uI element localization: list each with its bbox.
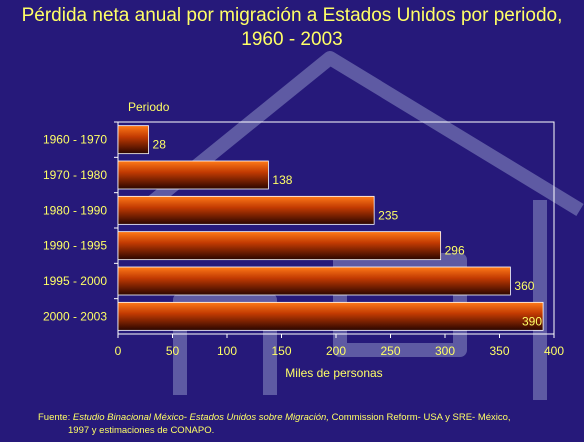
category-label: 1960 - 1970 xyxy=(43,133,107,147)
data-label: 28 xyxy=(153,138,167,152)
bar xyxy=(117,195,375,225)
chart-title-line2: 1960 - 2003 xyxy=(241,29,343,50)
source-rest: Commission Reform- USA y SRE- México, xyxy=(328,412,511,423)
x-tick-label: 100 xyxy=(217,344,237,358)
category-label: 1980 - 1990 xyxy=(43,203,107,217)
category-label: 2000 - 2003 xyxy=(43,309,107,323)
source-prefix: Fuente: xyxy=(38,412,73,423)
bar xyxy=(117,125,149,155)
chart-title: Pérdida neta anual por migración a Estad… xyxy=(0,4,584,52)
watermark-door xyxy=(173,293,277,395)
data-label: 360 xyxy=(514,279,534,293)
data-label: 390 xyxy=(522,314,542,328)
source-note: Fuente: Estudio Binacional México- Estad… xyxy=(38,411,578,437)
bar xyxy=(117,266,511,296)
bar xyxy=(117,301,544,331)
data-label: 296 xyxy=(445,244,465,258)
category-label: 1970 - 1980 xyxy=(43,168,107,182)
data-label: 138 xyxy=(272,173,292,187)
source-line2: 1997 y estimaciones de CONAPO. xyxy=(68,425,215,436)
x-tick-label: 200 xyxy=(326,344,346,358)
chart-title-line1: Pérdida neta anual por migración a Estad… xyxy=(21,5,563,26)
x-tick-label: 50 xyxy=(166,344,180,358)
x-tick-label: 0 xyxy=(115,344,122,358)
data-label: 235 xyxy=(378,208,398,222)
category-label: 1990 - 1995 xyxy=(43,239,107,253)
category-label: 1995 - 2000 xyxy=(43,274,107,288)
x-tick-label: 350 xyxy=(489,344,509,358)
category-axis-label: Periodo xyxy=(128,100,170,114)
x-tick-label: 400 xyxy=(544,344,564,358)
source-title: Estudio Binacional México- Estados Unido… xyxy=(72,412,329,423)
x-tick-label: 300 xyxy=(435,344,455,358)
bar xyxy=(117,231,442,261)
house-watermark xyxy=(135,51,584,400)
x-tick-label: 250 xyxy=(380,344,400,358)
bar xyxy=(117,160,269,190)
x-tick-label: 150 xyxy=(271,344,291,358)
value-axis-label: Miles de personas xyxy=(285,366,382,380)
